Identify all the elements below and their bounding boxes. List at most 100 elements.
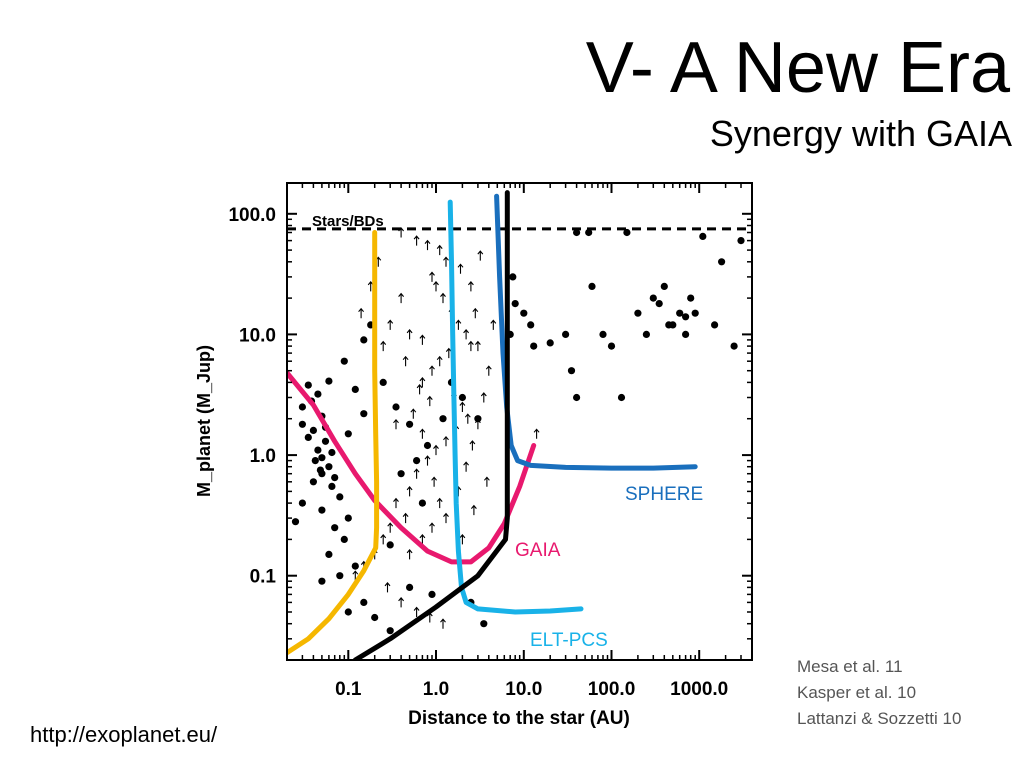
x-tick-label: 10.0: [505, 679, 542, 700]
planet-point: [480, 620, 488, 628]
lower-limit-arrow: [463, 461, 470, 472]
planet-point: [360, 336, 368, 344]
planet-point: [520, 309, 528, 317]
lower-limit-arrow: [406, 329, 413, 340]
planet-point: [687, 294, 695, 302]
lower-limit-arrow: [477, 250, 484, 261]
lower-limit-arrow: [459, 401, 466, 412]
lower-limit-arrow: [398, 597, 405, 608]
lower-limit-arrow: [416, 384, 423, 395]
lower-limit-arrow: [358, 307, 365, 319]
planet-point: [413, 457, 421, 465]
x-tick-label: 0.1: [335, 679, 362, 700]
planet-point: [617, 393, 626, 402]
lower-limit-arrow: [380, 534, 387, 545]
plot-area: [287, 190, 752, 660]
plot-frame: [286, 182, 753, 661]
lower-limit-arrow: [474, 418, 481, 430]
planet-point: [298, 499, 306, 507]
planet-point: [304, 381, 312, 389]
planet-point: [573, 228, 581, 237]
planet-point: [321, 437, 330, 445]
lower-limit-arrow: [380, 340, 387, 352]
planet-point: [344, 514, 352, 522]
lower-limit-arrow: [387, 319, 394, 330]
lower-limit-arrow: [480, 392, 487, 403]
planet-point: [676, 309, 684, 317]
planet-point: [344, 430, 352, 438]
planet-point: [344, 608, 352, 616]
lower-limit-arrow: [533, 428, 540, 439]
planet-point: [527, 321, 535, 329]
lower-limit-arrow: [429, 271, 435, 282]
planet-point: [298, 420, 306, 428]
planet-point: [573, 393, 581, 402]
x-axis-label: Distance to the star (AU): [408, 708, 630, 729]
lower-limit-arrow: [467, 281, 474, 292]
planet-point: [379, 378, 387, 386]
sphere-curve: [494, 193, 698, 471]
lower-limit-arrow: [433, 281, 439, 292]
planet-point: [314, 390, 322, 398]
planet-point: [351, 385, 359, 393]
x-tick-label: 1000.0: [670, 679, 728, 700]
source-url[interactable]: http://exoplanet.eu/: [30, 722, 218, 747]
axes: 0.1 1.0 10.0 100.0 1000.0 0.1 1.0 10.0 100.0 Dist…: [194, 182, 753, 729]
lower-limit-arrow: [393, 418, 399, 430]
planet-point: [546, 339, 554, 347]
planet-point: [682, 313, 690, 321]
slide-title: V- A New Era: [585, 28, 1010, 108]
y-tick-label: 1.0: [250, 446, 276, 467]
lower-limit-arrow: [490, 319, 497, 330]
lower-limit-arrow: [436, 497, 443, 509]
planet-point: [562, 330, 570, 338]
planet-point: [599, 330, 607, 338]
x-tick-label: 100.0: [588, 679, 636, 700]
planet-point: [418, 499, 426, 507]
planet-point: [325, 463, 333, 471]
planet-point: [439, 415, 447, 423]
lower-limit-arrow: [398, 292, 405, 304]
planet-point: [406, 583, 414, 592]
references: Mesa et al. 11 Kasper et al. 10 Lattanzi…: [797, 654, 961, 732]
planet-point: [318, 454, 326, 462]
reference-item: Lattanzi & Sozzetti 10: [797, 709, 962, 728]
planet-point: [397, 470, 405, 478]
planet-point: [699, 232, 707, 240]
lower-limit-arrow: [419, 534, 426, 545]
planet-point: [406, 420, 414, 428]
planet-point: [309, 478, 317, 486]
lower-limit-arrow: [429, 365, 435, 376]
planet-point: [682, 330, 690, 338]
planet-point: [623, 228, 631, 237]
planet-point: [328, 448, 336, 457]
planet-point: [298, 403, 306, 411]
planet-point: [304, 433, 312, 441]
lower-limit-arrow: [406, 549, 413, 560]
planet-point: [509, 273, 517, 281]
planet-point: [331, 524, 339, 532]
lower-limit-arrow: [463, 329, 470, 340]
planet-point: [730, 342, 738, 350]
lower-limit-arrow: [436, 355, 443, 367]
lower-limit-arrow: [419, 428, 426, 439]
lower-limit-arrow: [419, 377, 426, 388]
lower-limit-arrow: [457, 263, 464, 274]
lower-limit-arrow: [443, 435, 449, 447]
planet-point: [325, 377, 333, 385]
lower-limit-arrow: [424, 455, 431, 466]
planet-point: [567, 367, 576, 375]
planet-point: [458, 393, 466, 402]
lower-limit-arrow: [459, 534, 466, 545]
lower-limit-arrow: [443, 512, 449, 524]
lower-limit-arrow: [455, 319, 462, 330]
lower-limit-arrow: [483, 476, 490, 487]
lower-limit-arrow: [445, 347, 452, 359]
stars-bds-label: Stars/BDs: [312, 213, 384, 230]
lower-limit-arrow: [443, 256, 449, 267]
planet-point: [530, 342, 538, 350]
planet-point: [474, 415, 482, 423]
lower-limit-arrow: [467, 340, 474, 352]
lower-limit-arrow: [393, 497, 399, 509]
